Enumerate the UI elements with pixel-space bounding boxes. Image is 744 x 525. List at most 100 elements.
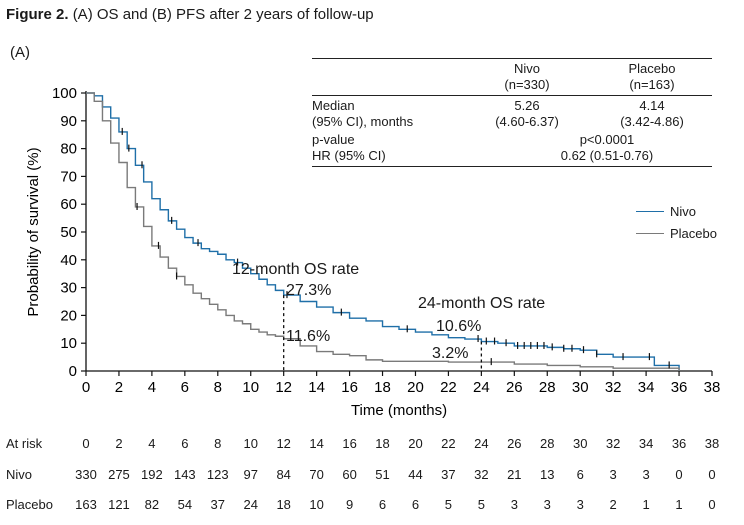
at-risk-time: 20 [408, 436, 423, 451]
at-risk-value-nivo: 60 [342, 467, 357, 482]
at-risk-time: 4 [148, 436, 156, 451]
at-risk-value-placebo: 82 [144, 497, 160, 512]
at-risk-value-nivo: 70 [309, 467, 324, 482]
chart-curves [86, 92, 680, 371]
series-line-nivo [86, 92, 680, 371]
figure-label: Figure 2. [6, 6, 69, 23]
x-tick-label: 16 [341, 379, 358, 396]
stats-pvalue-label: p-value [312, 132, 355, 147]
at-risk-value-nivo: 0 [675, 467, 683, 482]
y-tick-label: 40 [60, 252, 77, 269]
at-risk-value-nivo: 13 [540, 467, 555, 482]
chart-legend: Nivo Placebo [636, 200, 717, 244]
stats-n-placebo: (n=163) [592, 77, 712, 96]
at-risk-value-nivo: 84 [276, 467, 291, 482]
at-risk-value-nivo: 123 [206, 467, 229, 482]
chart-annotations: 12-month OS rate 27.3% 11.6% 24-month OS… [232, 261, 545, 371]
stats-median-placebo-ci: (3.42-4.86) [620, 114, 684, 129]
at-risk-value-nivo: 44 [408, 467, 423, 482]
at-risk-time: 30 [572, 436, 588, 451]
annotation-24-month-title: 24-month OS rate [418, 295, 545, 312]
at-risk-time: 0 [82, 436, 90, 451]
stats-hr-label: HR (95% CI) [312, 148, 462, 167]
at-risk-value-placebo: 54 [177, 497, 193, 512]
at-risk-time: 26 [507, 436, 522, 451]
at-risk-value-nivo: 192 [141, 467, 163, 482]
legend-item-placebo: Placebo [636, 222, 717, 244]
stats-header-blank [312, 58, 462, 77]
at-risk-value-placebo: 10 [309, 497, 324, 512]
stats-table: Nivo Placebo (n=330) (n=163) Median (95% … [312, 58, 712, 167]
at-risk-label: At risk [6, 436, 43, 451]
at-risk-value-nivo: 3 [642, 467, 650, 482]
y-tick-label: 0 [69, 363, 77, 380]
stats-hr: 0.62 (0.51-0.76) [462, 148, 712, 167]
at-risk-time: 38 [704, 436, 720, 451]
at-risk-value-nivo: 6 [576, 467, 584, 482]
stats-n-nivo: (n=330) [462, 77, 592, 96]
at-risk-time: 14 [309, 436, 324, 451]
x-tick-label: 30 [572, 379, 589, 396]
at-risk-time: 18 [375, 436, 390, 451]
x-tick-label: 4 [148, 379, 156, 396]
y-tick-label: 60 [60, 196, 77, 213]
chart-censor-marks [121, 127, 670, 369]
legend-swatch-nivo [636, 210, 664, 212]
at-risk-row-label-nivo: Nivo [6, 467, 33, 482]
at-risk-time: 22 [441, 436, 456, 451]
y-tick-label: 70 [60, 168, 77, 185]
stats-header-row: Nivo Placebo [312, 58, 712, 77]
stats-median-placebo: 4.14 [639, 98, 665, 113]
at-risk-time: 24 [474, 436, 489, 451]
x-tick-label: 0 [82, 379, 90, 396]
at-risk-value-placebo: 2 [609, 497, 617, 512]
series-line-placebo [86, 92, 680, 371]
annotation-12-month-title: 12-month OS rate [232, 261, 359, 278]
at-risk-time: 32 [605, 436, 621, 451]
x-tick-label: 10 [242, 379, 259, 396]
stats-pvalue: p<0.0001 [579, 132, 635, 147]
figure-title-text: (A) OS and (B) PFS after 2 years of foll… [72, 6, 374, 23]
figure-title: Figure 2. (A) OS and (B) PFS after 2 yea… [6, 6, 374, 23]
y-tick-label: 30 [60, 280, 77, 297]
x-tick-label: 12 [275, 379, 292, 396]
x-tick-label: 28 [539, 379, 556, 396]
at-risk-value-placebo: 5 [477, 497, 485, 512]
at-risk-value-placebo: 1 [675, 497, 683, 512]
x-tick-label: 8 [214, 379, 222, 396]
stats-median-label: Median [312, 98, 355, 113]
at-risk-value-nivo: 0 [708, 467, 716, 482]
stats-median-sublabel: (95% CI), months [312, 114, 414, 129]
at-risk-value-placebo: 163 [75, 497, 97, 512]
at-risk-row-label-placebo: Placebo [6, 497, 53, 512]
legend-label-placebo: Placebo [670, 225, 717, 241]
stats-subheader-row: (n=330) (n=163) [312, 77, 712, 96]
x-tick-label: 24 [473, 379, 490, 396]
at-risk-value-placebo: 0 [708, 497, 716, 512]
at-risk-value-placebo: 3 [576, 497, 584, 512]
at-risk-value-placebo: 6 [378, 497, 387, 512]
y-tick-label: 80 [60, 141, 77, 158]
at-risk-value-placebo: 5 [444, 497, 453, 512]
at-risk-time: 12 [276, 436, 291, 451]
at-risk-value-placebo: 121 [108, 497, 130, 512]
annotation-12-month-nivo: 27.3% [286, 282, 331, 299]
at-risk-value-placebo: 6 [411, 497, 420, 512]
y-tick-label: 10 [60, 335, 77, 352]
stats-header-placebo: Placebo [592, 58, 712, 77]
at-risk-value-placebo: 37 [210, 497, 226, 512]
at-risk-time: 28 [540, 436, 555, 451]
at-risk-time: 6 [181, 436, 189, 451]
x-tick-label: 6 [181, 379, 189, 396]
annotation-24-month-nivo: 10.6% [436, 318, 481, 335]
at-risk-value-nivo: 330 [75, 467, 97, 482]
legend-swatch-placebo [636, 232, 664, 234]
x-tick-label: 14 [308, 379, 325, 396]
stats-median-row: Median (95% CI), months 5.26 (4.60-6.37) 4… [312, 96, 712, 131]
at-risk-value-nivo: 32 [474, 467, 489, 482]
at-risk-value-nivo: 143 [173, 467, 196, 482]
at-risk-value-nivo: 275 [108, 467, 130, 482]
at-risk-time: 16 [342, 436, 357, 451]
annotation-12-month-placebo: 11.6% [286, 328, 330, 345]
